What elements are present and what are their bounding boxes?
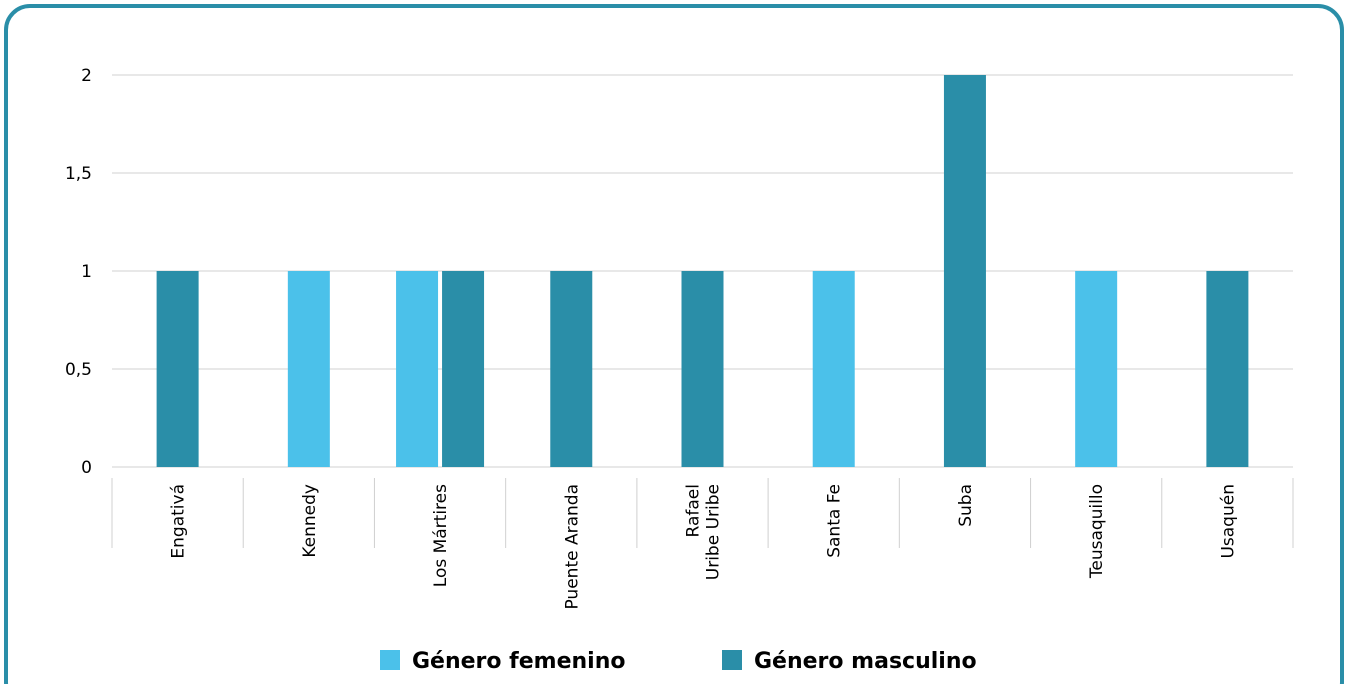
x-tick-label-line: Engativá bbox=[169, 484, 189, 559]
bar bbox=[1206, 271, 1249, 467]
y-tick-label: 1 bbox=[81, 262, 92, 282]
bar bbox=[442, 271, 485, 467]
x-tick-label-line: Kennedy bbox=[300, 484, 320, 558]
x-tick-label: RafaelUribe Uribe bbox=[684, 484, 724, 580]
x-tick-label: Engativá bbox=[169, 484, 189, 559]
x-tick-label: Los Mártires bbox=[431, 484, 451, 587]
y-tick-label: 2 bbox=[81, 66, 92, 86]
x-tick-label: Usaquén bbox=[1218, 484, 1238, 559]
bar bbox=[681, 271, 724, 467]
legend-text: Género femenino bbox=[412, 649, 626, 674]
x-tick-label: Suba bbox=[956, 484, 976, 527]
x-tick-label-line: Uribe Uribe bbox=[704, 484, 724, 580]
legend-swatch bbox=[722, 650, 742, 670]
y-tick-label: 0 bbox=[81, 458, 92, 478]
x-tick-label: Kennedy bbox=[300, 484, 320, 558]
y-tick-label: 0,5 bbox=[65, 360, 92, 380]
x-tick-label-line: Suba bbox=[956, 484, 976, 527]
legend-text: Género masculino bbox=[754, 649, 977, 674]
x-tick-label-line: Puente Aranda bbox=[562, 484, 582, 610]
bar bbox=[156, 271, 199, 467]
frame bbox=[4, 4, 1344, 684]
bar bbox=[812, 271, 855, 467]
x-tick-label: Puente Aranda bbox=[562, 484, 582, 610]
x-tick-label-line: Teusaquillo bbox=[1087, 484, 1107, 579]
bar bbox=[943, 75, 986, 467]
x-tick-label-line: Los Mártires bbox=[431, 484, 451, 587]
x-tick-label: Teusaquillo bbox=[1087, 484, 1107, 579]
bar bbox=[287, 271, 330, 467]
y-tick-label: 1,5 bbox=[65, 164, 92, 184]
bar bbox=[396, 271, 439, 467]
x-tick-label: Santa Fe bbox=[825, 484, 845, 558]
x-tick-label-line: Usaquén bbox=[1218, 484, 1238, 559]
legend-swatch bbox=[380, 650, 400, 670]
x-tick-label-line: Rafael bbox=[684, 484, 704, 537]
x-tick-label-line: Santa Fe bbox=[825, 484, 845, 558]
bar bbox=[1075, 271, 1118, 467]
bar bbox=[550, 271, 593, 467]
